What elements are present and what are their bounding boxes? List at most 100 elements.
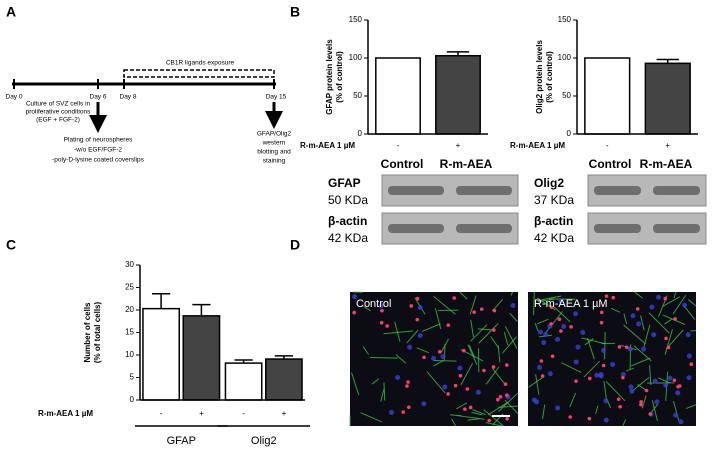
y-tick-label: 0 [358,129,363,138]
fiber [553,306,571,323]
blot-band [594,224,641,233]
marker-cell [549,322,553,326]
nucleus [685,332,691,338]
fiber [503,331,509,346]
marker-cell [648,412,653,416]
fiber [469,295,477,315]
y-tick-label: 150 [349,15,363,24]
nucleus [649,304,655,310]
series-label: - [160,409,163,418]
marker-cell [465,387,470,391]
fiber [658,377,671,384]
marker-cell [639,400,643,404]
marker-cell [415,296,420,301]
nucleus [636,321,642,327]
x-tick-label: + [665,141,670,150]
marker-cell [599,310,604,315]
culture-note: Culture of SVZ cells in [26,101,91,108]
nucleus [630,313,636,319]
fiber [371,378,380,385]
marker-cell [492,308,497,313]
size-label: 42 KDa [534,231,574,245]
fiber [460,363,473,386]
fiber [662,296,681,307]
bar [142,307,180,401]
marker-cell [611,295,616,300]
marker-cell [505,393,509,397]
fiber [421,323,441,332]
blot-band [456,224,512,233]
marker-cell [385,324,389,328]
nucleus [510,302,516,308]
endpoint-note: staining [263,158,286,165]
marker-cell [599,320,604,325]
nucleus [651,332,657,338]
marker-cell [601,363,606,368]
x-axis-label: R-m-AEA 1 µM [38,409,93,418]
nucleus [667,375,673,381]
marker-cell [401,410,406,414]
marker-cell [639,402,643,407]
y-axis-label: Number of cells [83,302,92,363]
fiber [426,371,446,394]
panel-label: C [6,237,16,253]
x-axis-label: R-m-AEA 1 µM [300,141,355,150]
fiber [603,381,608,401]
culture-note: (EGF + FGF-2) [36,117,80,124]
marker-cell [409,304,414,308]
fiber [610,307,621,313]
fiber [456,415,485,420]
nucleus [541,340,547,346]
fiber [369,357,398,359]
micrograph-label: R-m-AEA 1 µM [534,298,608,310]
nucleus [457,365,463,371]
fiber [383,382,386,401]
fiber [664,329,673,355]
fiber [625,367,635,372]
micrograph-label: Control [356,298,391,310]
fiber [510,291,514,296]
marker-cell [672,378,677,383]
nucleus [575,344,581,350]
day-label: Day 0 [6,94,23,101]
marker-cell [352,310,357,315]
culture-note: proliferative conditions [26,109,91,116]
plating-note: -poly-D-lysine coated coverslips [52,157,145,164]
plating-note: Plating of neurospheres [64,137,133,144]
marker-cell [624,345,629,350]
fiber [362,346,370,355]
fiber [688,299,697,307]
blot-band [594,186,641,195]
fiber [537,298,555,303]
fiber [542,404,546,420]
endpoint-note: blotting and [257,149,291,156]
endpoint-note: GFAP/Olig2 [257,131,292,138]
nucleus [352,294,358,300]
y-tick-label: 30 [125,260,134,269]
bar [644,62,691,135]
marker-cell [407,405,411,410]
fiber [395,354,407,364]
nucleus [673,412,679,418]
micrograph-bg [528,292,696,426]
marker-cell [616,397,621,401]
nucleus [573,311,579,317]
marker-cell [604,294,609,298]
fiber [360,412,382,423]
nucleus [417,333,423,339]
y-tick-label: 50 [353,91,362,100]
y-tick-label: 0 [567,129,572,138]
fiber [459,291,468,300]
y-axis-label: (% of total cells) [93,301,102,363]
fiber [451,418,456,427]
nucleus [421,401,427,407]
y-axis-label: GFAP protein levels [325,39,334,115]
marker-cell [663,296,668,301]
y-axis-label: (% of control) [545,51,554,103]
marker-cell [446,392,450,396]
marker-cell [618,404,622,409]
nucleus [629,388,635,394]
nucleus [627,346,633,352]
marker-cell [574,379,578,383]
nucleus [682,302,688,308]
